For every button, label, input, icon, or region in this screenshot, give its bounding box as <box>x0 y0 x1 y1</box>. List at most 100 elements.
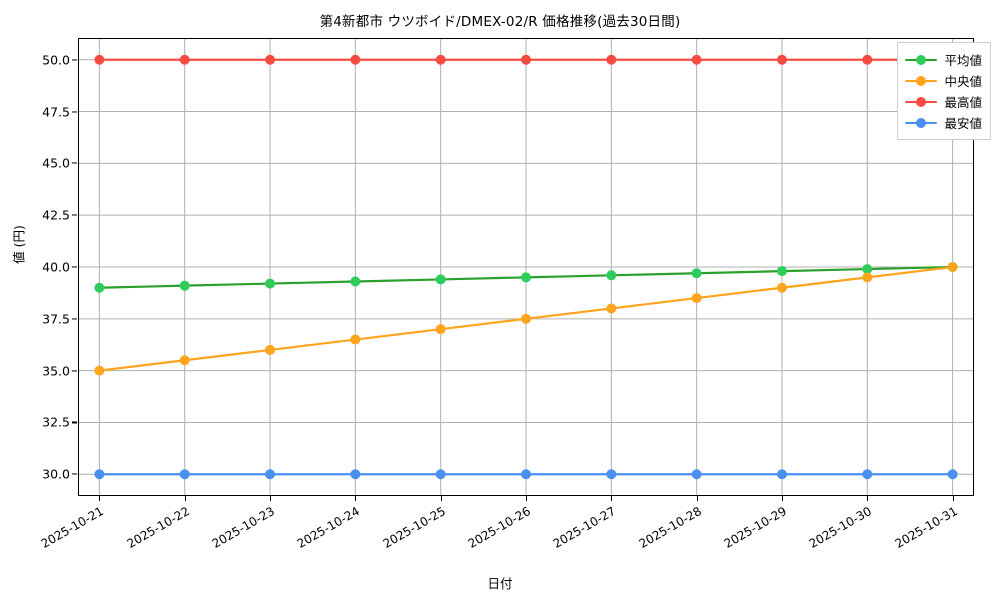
y-axis-tick-mark <box>72 421 77 423</box>
x-axis-tick-mark <box>440 496 442 501</box>
x-axis-tick-label: 2025-10-31 <box>892 504 960 551</box>
data-point-marker <box>606 54 617 65</box>
legend-swatch-icon <box>905 53 938 67</box>
y-axis-tick-mark <box>72 318 77 320</box>
y-axis-title: 値 (円) <box>11 225 27 264</box>
data-point-marker <box>862 54 873 65</box>
y-axis-tick-mark <box>72 214 77 216</box>
data-point-marker <box>350 469 361 480</box>
x-axis-tick-mark <box>952 496 954 501</box>
legend-item[interactable]: 最安値 <box>905 112 982 133</box>
y-axis-tick-mark <box>72 370 77 372</box>
x-axis-tick-label: 2025-10-27 <box>550 504 619 551</box>
legend-item[interactable]: 中央値 <box>905 70 982 91</box>
legend-swatch-icon <box>905 95 938 109</box>
x-axis-tick-mark <box>611 496 613 501</box>
data-point-marker <box>521 313 531 324</box>
data-point-marker <box>265 278 276 289</box>
data-point-marker <box>350 334 361 345</box>
data-point-marker <box>521 272 531 283</box>
x-axis-tick-label: 2025-10-24 <box>294 504 363 551</box>
data-point-marker <box>606 270 617 281</box>
legend-swatch-icon <box>905 116 938 130</box>
x-axis-tick-label: 2025-10-28 <box>636 504 704 551</box>
y-axis-tick-label: 35.0 <box>42 363 70 379</box>
legend-item[interactable]: 平均値 <box>905 49 982 70</box>
data-point-marker <box>94 282 105 293</box>
data-point-marker <box>691 54 702 65</box>
data-point-marker <box>265 54 276 65</box>
data-point-marker <box>265 469 276 480</box>
x-axis-tick-mark <box>184 496 186 501</box>
data-point-marker <box>776 469 787 480</box>
legend-label: 平均値 <box>944 53 982 68</box>
data-point-marker <box>606 303 617 314</box>
legend-dot-icon <box>916 117 927 128</box>
data-point-marker <box>435 469 446 480</box>
x-axis-tick-label: 2025-10-26 <box>465 504 533 551</box>
data-point-marker <box>862 469 873 480</box>
x-axis-tick-mark <box>696 496 698 501</box>
y-axis-tick-label: 30.0 <box>42 466 70 482</box>
legend-dot-icon <box>916 96 927 107</box>
x-axis-tick-label: 2025-10-29 <box>721 504 789 551</box>
x-axis-tick-mark <box>781 496 784 501</box>
x-axis-tick-mark <box>270 496 272 501</box>
legend-label: 中央値 <box>944 74 982 89</box>
data-point-marker <box>435 54 446 65</box>
x-axis-tick-label: 2025-10-21 <box>38 504 107 551</box>
y-axis-tick-mark <box>72 266 77 268</box>
chart-legend: 平均値中央値最高値最安値 <box>897 42 991 140</box>
data-point-marker <box>94 365 105 376</box>
data-point-marker <box>776 266 787 277</box>
x-axis-tick-mark <box>867 496 869 501</box>
data-point-marker <box>435 324 446 335</box>
x-axis-tick-label: 2025-10-23 <box>209 504 278 551</box>
data-point-marker <box>179 54 190 65</box>
y-axis-tick-label: 45.0 <box>42 155 70 171</box>
data-point-marker <box>179 469 190 480</box>
y-axis-tick-mark <box>72 110 77 113</box>
y-axis-tick-label: 42.5 <box>42 207 70 223</box>
data-point-marker <box>521 54 531 65</box>
data-point-marker <box>776 282 787 293</box>
data-point-marker <box>776 54 787 65</box>
x-axis-tick-mark <box>526 496 528 501</box>
x-axis-tick-label: 2025-10-30 <box>806 504 875 551</box>
y-axis-tick-mark <box>72 162 77 164</box>
data-point-marker <box>179 280 190 291</box>
data-point-marker <box>350 276 361 287</box>
legend-item[interactable]: 最高値 <box>905 91 982 112</box>
legend-label: 最高値 <box>944 95 982 110</box>
data-point-marker <box>862 272 873 283</box>
y-axis-tick-label: 32.5 <box>42 414 70 430</box>
data-point-marker <box>521 469 531 480</box>
legend-swatch-icon <box>905 74 938 88</box>
data-point-marker <box>179 355 190 366</box>
data-point-marker <box>265 344 276 355</box>
y-axis-tick-mark <box>72 473 77 475</box>
data-point-marker <box>94 469 105 480</box>
x-axis-title: 日付 <box>487 576 513 591</box>
x-axis-tick-mark <box>99 496 101 501</box>
data-point-marker <box>94 54 105 65</box>
y-axis-tick-label: 40.0 <box>42 259 70 275</box>
data-point-marker <box>691 469 702 480</box>
legend-dot-icon <box>916 75 927 86</box>
data-point-marker <box>691 293 702 304</box>
y-axis-tick-mark <box>72 59 77 61</box>
data-point-marker <box>862 264 873 275</box>
data-point-marker <box>947 262 958 272</box>
y-axis-tick-labels: 30.0 32.5 35.0 37.5 40.0 42.5 45.0 47.5 50.0 <box>0 38 70 496</box>
plot-area <box>78 38 974 496</box>
series-lines <box>94 54 958 480</box>
data-point-marker <box>350 54 361 65</box>
data-point-marker <box>691 268 702 279</box>
chart-title: 第4新都市 ウツボイド/DMEX-02/R 価格推移(過去30日間) <box>319 14 681 30</box>
x-axis-tick-label: 2025-10-25 <box>380 504 448 551</box>
x-axis-tick-label: 2025-10-22 <box>124 504 192 551</box>
data-point-marker <box>435 274 446 285</box>
data-point-marker <box>606 469 617 480</box>
